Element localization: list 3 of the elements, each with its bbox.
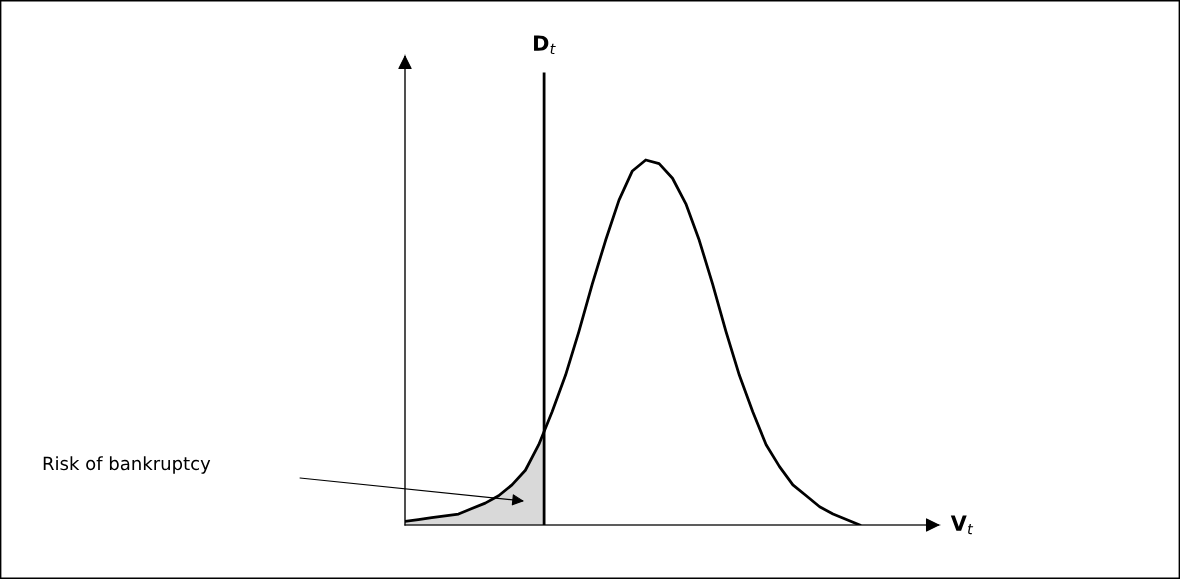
text: Risk of bankruptcy [43, 456, 211, 474]
text: D$_{t}$ [534, 35, 556, 55]
x-axis-title: V$_{t}$ [950, 515, 974, 535]
